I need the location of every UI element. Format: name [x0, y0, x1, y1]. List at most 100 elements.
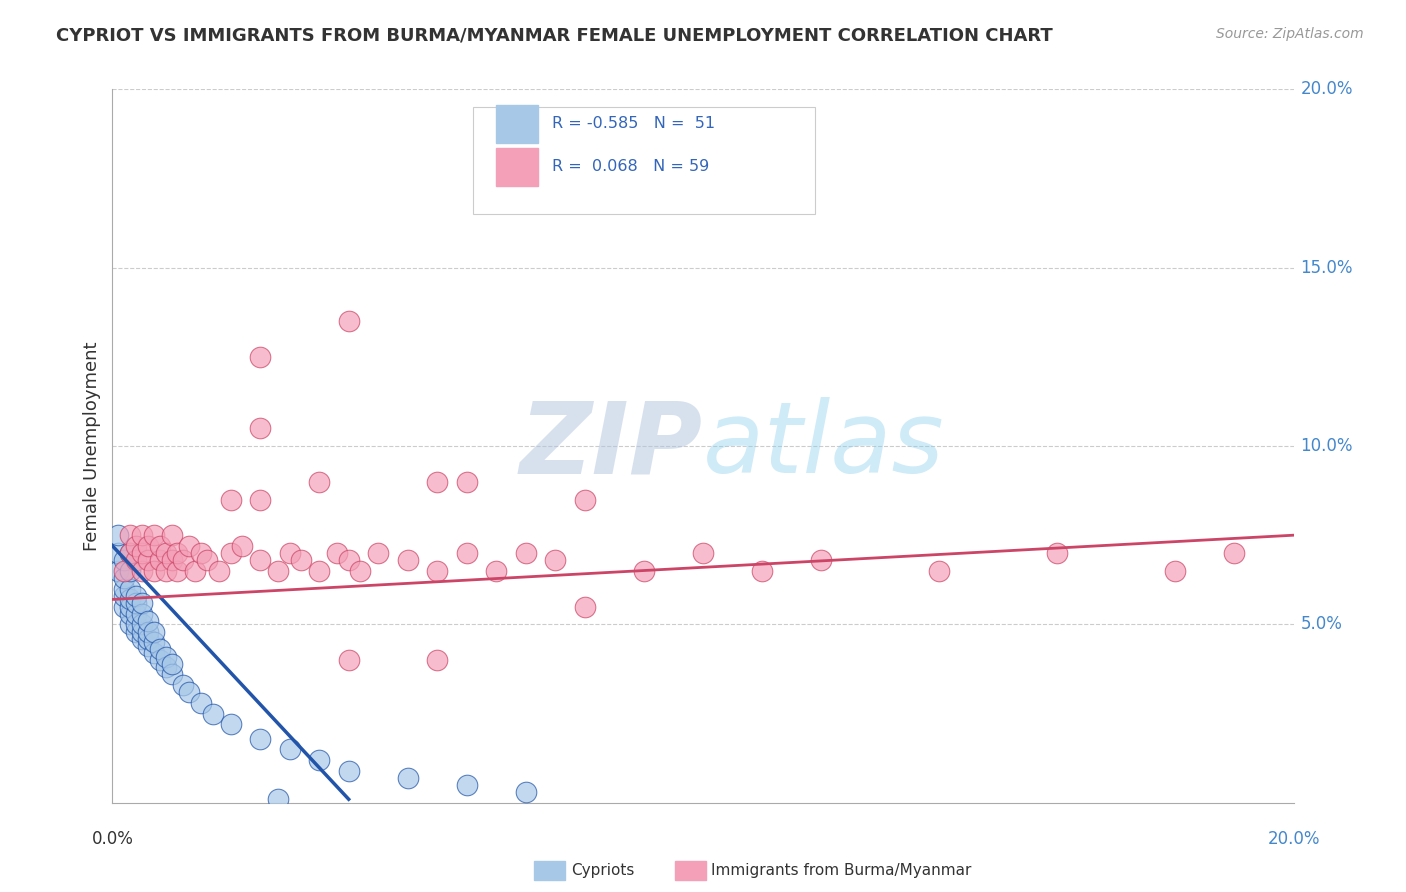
Point [131, 617, 153, 632]
Text: Immigrants from Burma/Myanmar: Immigrants from Burma/Myanmar [711, 863, 972, 878]
Point [131, 632, 153, 646]
Point [544, 553, 567, 567]
Text: Source: ZipAtlas.com: Source: ZipAtlas.com [1216, 27, 1364, 41]
Point [131, 546, 153, 560]
Point [125, 596, 148, 610]
Point [149, 553, 172, 567]
Point [131, 596, 153, 610]
Point [249, 350, 271, 364]
Point [337, 553, 360, 567]
Point [120, 599, 142, 614]
Point [142, 635, 165, 649]
Point [120, 607, 142, 621]
Point [396, 771, 419, 785]
Point [149, 539, 172, 553]
Text: Cypriots: Cypriots [571, 863, 634, 878]
Point [278, 546, 301, 560]
Point [308, 475, 330, 489]
Point [249, 492, 271, 507]
Point [149, 653, 172, 667]
Point [249, 731, 271, 746]
Point [155, 660, 177, 674]
Point [1046, 546, 1069, 560]
Point [1223, 546, 1246, 560]
Point [810, 553, 832, 567]
Point [120, 617, 142, 632]
Point [131, 528, 153, 542]
Point [231, 539, 253, 553]
Point [125, 624, 148, 639]
Point [112, 571, 135, 585]
Point [120, 546, 142, 560]
Point [155, 546, 177, 560]
Point [326, 546, 349, 560]
Point [692, 546, 714, 560]
Point [112, 564, 135, 578]
Point [125, 607, 148, 621]
Point [120, 564, 142, 578]
Point [751, 564, 773, 578]
Y-axis label: Female Unemployment: Female Unemployment [83, 342, 101, 550]
Text: ZIP: ZIP [520, 398, 703, 494]
Point [107, 546, 129, 560]
Point [142, 564, 165, 578]
Text: 5.0%: 5.0% [1301, 615, 1343, 633]
Point [179, 685, 201, 699]
Point [136, 639, 159, 653]
Point [337, 764, 360, 778]
Point [112, 582, 135, 596]
Point [426, 475, 449, 489]
Point [190, 696, 212, 710]
Point [928, 564, 950, 578]
Point [278, 742, 301, 756]
Point [308, 564, 330, 578]
Point [136, 632, 159, 646]
Text: 15.0%: 15.0% [1301, 259, 1353, 277]
Point [160, 553, 183, 567]
Point [249, 421, 271, 435]
Point [267, 792, 290, 806]
Point [142, 624, 165, 639]
Point [120, 528, 142, 542]
Point [290, 553, 312, 567]
Point [308, 753, 330, 767]
Point [136, 539, 159, 553]
Text: CYPRIOT VS IMMIGRANTS FROM BURMA/MYANMAR FEMALE UNEMPLOYMENT CORRELATION CHART: CYPRIOT VS IMMIGRANTS FROM BURMA/MYANMAR… [56, 27, 1053, 45]
Point [456, 778, 478, 792]
Point [208, 564, 231, 578]
Bar [496, 105, 537, 143]
Point [160, 528, 183, 542]
Point [367, 546, 389, 560]
Point [107, 528, 129, 542]
FancyBboxPatch shape [472, 107, 815, 214]
Text: R =  0.068   N = 59: R = 0.068 N = 59 [551, 160, 709, 174]
Point [633, 564, 655, 578]
Point [515, 785, 537, 799]
Point [136, 553, 159, 567]
Point [107, 564, 129, 578]
Point [485, 564, 508, 578]
Point [142, 646, 165, 660]
Point [574, 492, 596, 507]
Point [179, 539, 201, 553]
Point [166, 546, 188, 560]
Point [349, 564, 371, 578]
Text: 20.0%: 20.0% [1267, 830, 1320, 847]
Point [337, 314, 360, 328]
Point [190, 546, 212, 560]
Point [195, 553, 218, 567]
Point [396, 553, 419, 567]
Point [131, 564, 153, 578]
Point [574, 599, 596, 614]
Point [166, 564, 188, 578]
Point [160, 667, 183, 681]
Point [219, 492, 242, 507]
Text: atlas: atlas [703, 398, 945, 494]
Point [112, 599, 135, 614]
Point [172, 678, 194, 692]
Point [125, 553, 148, 567]
Text: 10.0%: 10.0% [1301, 437, 1353, 455]
Point [136, 624, 159, 639]
Point [337, 653, 360, 667]
Text: 20.0%: 20.0% [1301, 80, 1353, 98]
